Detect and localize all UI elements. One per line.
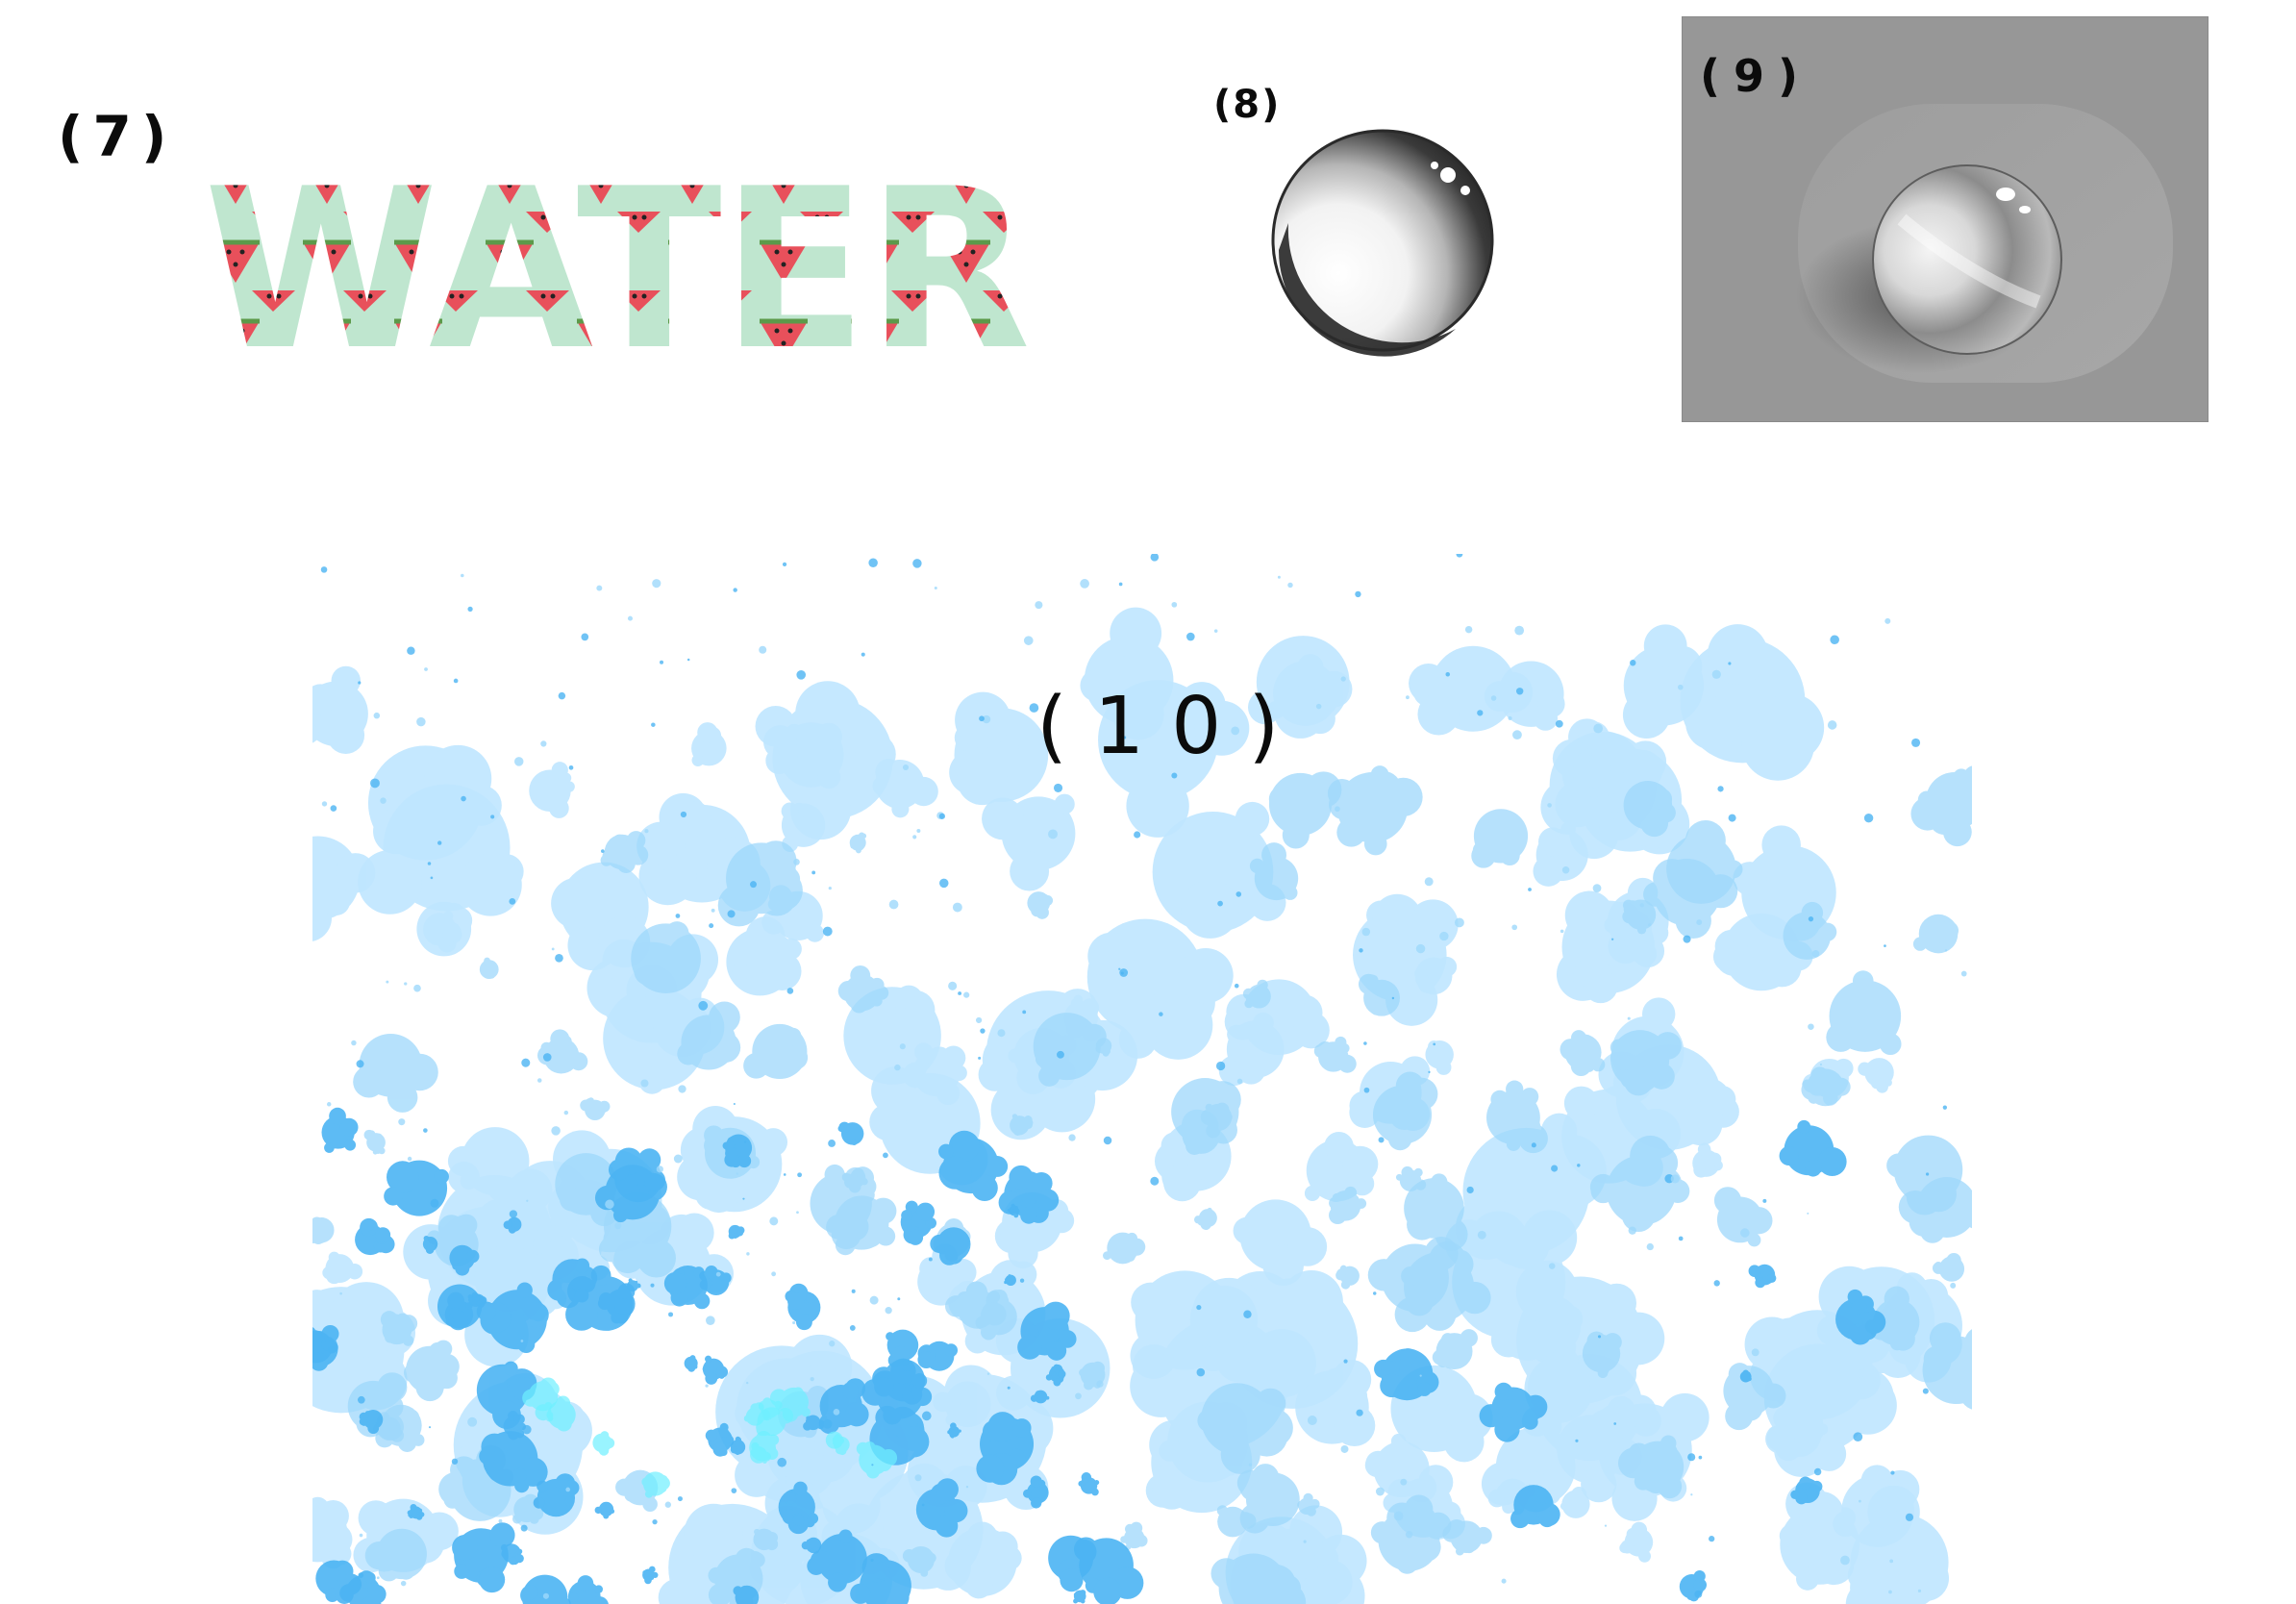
item-7-label: (7): [58, 104, 177, 169]
item-10-label: (10): [1036, 681, 1307, 772]
sphere-sketch-drawing: [1271, 129, 1494, 357]
water-droplet-drawing: [1796, 104, 2173, 383]
water-text: WATER: [204, 154, 1031, 365]
water-lettering: WATER: [204, 154, 1031, 365]
droplet-render-panel: (9): [1683, 17, 2208, 421]
paint-splatter-drawing: [312, 554, 1972, 1604]
item-8-label: (8): [1213, 83, 1282, 127]
item-9-label: (9): [1700, 50, 1812, 102]
splatter-artwork: [312, 554, 1972, 1604]
